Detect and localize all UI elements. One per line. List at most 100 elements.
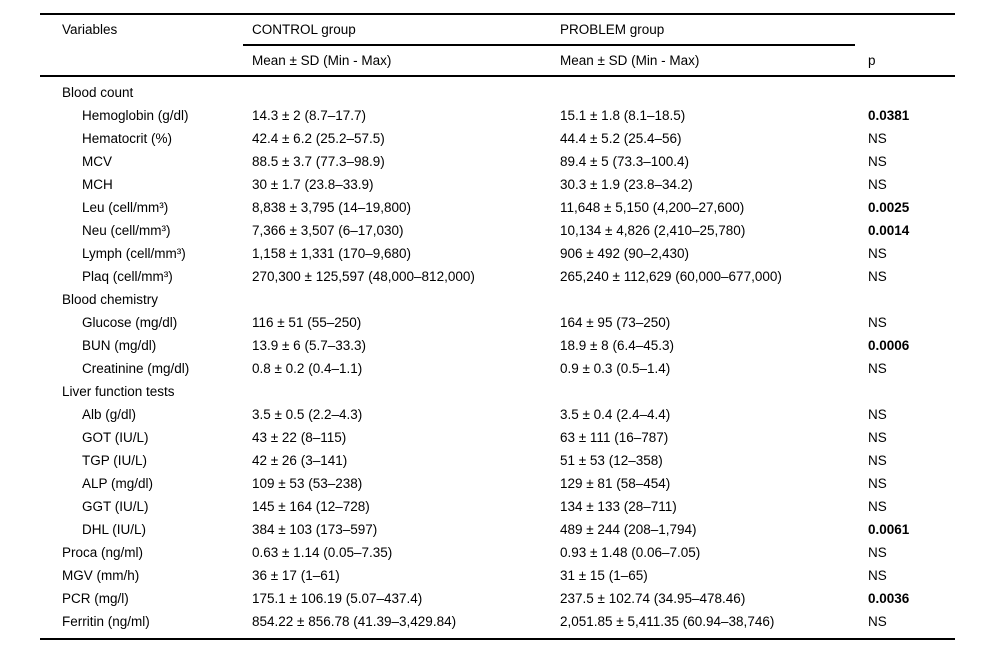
variable-label: GOT (IU/L) — [82, 430, 149, 445]
variable-label: Ferritin (ng/ml) — [62, 614, 150, 629]
column-header-problem-group: PROBLEM group — [560, 22, 665, 37]
table-row: MCV 88.5 ± 3.7 (77.3–98.9) 89.4 ± 5 (73.… — [40, 150, 955, 173]
variable-label: Hematocrit (%) — [82, 131, 173, 146]
p-value: NS — [868, 499, 887, 514]
table-row: ALP (mg/dl) 109 ± 53 (53–238) 129 ± 81 (… — [40, 472, 955, 495]
variable-label: Alb (g/dl) — [82, 407, 137, 422]
variable-label: MGV (mm/h) — [62, 568, 140, 583]
problem-group-value: 63 ± 111 (16–787) — [560, 430, 669, 445]
control-group-value: 14.3 ± 2 (8.7–17.7) — [252, 108, 366, 123]
problem-group-value: 31 ± 15 (1–65) — [560, 568, 648, 583]
p-value: NS — [868, 568, 887, 583]
control-group-value: 0.63 ± 1.14 (0.05–7.35) — [252, 545, 393, 560]
table-row: TGP (IU/L) 42 ± 26 (3–141) 51 ± 53 (12–3… — [40, 449, 955, 472]
problem-group-value: 237.5 ± 102.74 (34.95–478.46) — [560, 591, 746, 606]
p-value: NS — [868, 476, 887, 491]
p-value: NS — [868, 154, 887, 169]
table-row: Liver function tests — [40, 380, 955, 403]
column-header-p: p — [868, 53, 876, 68]
control-group-value: 145 ± 164 (12–728) — [252, 499, 370, 514]
variable-label: ALP (mg/dl) — [82, 476, 154, 491]
problem-group-value: 0.9 ± 0.3 (0.5–1.4) — [560, 361, 671, 376]
subheader-control-mean-sd: Mean ± SD (Min - Max) — [252, 53, 392, 68]
header-divider-rule — [40, 75, 955, 77]
control-group-value: 7,366 ± 3,507 (6–17,030) — [252, 223, 404, 238]
problem-group-value: 10,134 ± 4,826 (2,410–25,780) — [560, 223, 746, 238]
variable-label: MCV — [82, 154, 112, 169]
control-group-value: 8,838 ± 3,795 (14–19,800) — [252, 200, 412, 215]
problem-group-value: 134 ± 133 (28–711) — [560, 499, 677, 514]
control-group-value: 42 ± 26 (3–141) — [252, 453, 348, 468]
control-group-value: 42.4 ± 6.2 (25.2–57.5) — [252, 131, 385, 146]
table-row: Neu (cell/mm³) 7,366 ± 3,507 (6–17,030) … — [40, 219, 955, 242]
control-group-value: 109 ± 53 (53–238) — [252, 476, 363, 491]
p-value: NS — [868, 614, 887, 629]
p-value: NS — [868, 131, 887, 146]
table-row: BUN (mg/dl) 13.9 ± 6 (5.7–33.3) 18.9 ± 8… — [40, 334, 955, 357]
table-row: GOT (IU/L) 43 ± 22 (8–115) 63 ± 111 (16–… — [40, 426, 955, 449]
control-group-value: 13.9 ± 6 (5.7–33.3) — [252, 338, 366, 353]
problem-group-value: 18.9 ± 8 (6.4–45.3) — [560, 338, 674, 353]
p-value: 0.0061 — [868, 522, 910, 537]
variable-label: Plaq (cell/mm³) — [82, 269, 173, 284]
table-row: Leu (cell/mm³) 8,838 ± 3,795 (14–19,800)… — [40, 196, 955, 219]
variable-label: DHL (IU/L) — [82, 522, 147, 537]
p-value: NS — [868, 315, 887, 330]
p-value: 0.0036 — [868, 591, 910, 606]
group-span-rule-track — [40, 44, 955, 46]
top-rule — [40, 13, 955, 15]
control-group-value: 88.5 ± 3.7 (77.3–98.9) — [252, 154, 385, 169]
problem-group-value: 265,240 ± 112,629 (60,000–677,000) — [560, 269, 782, 284]
problem-group-value: 44.4 ± 5.2 (25.4–56) — [560, 131, 682, 146]
p-value: NS — [868, 269, 887, 284]
group-span-rule — [243, 44, 855, 46]
p-value: 0.0381 — [868, 108, 910, 123]
variable-label: Blood chemistry — [62, 292, 159, 307]
variable-label: Blood count — [62, 85, 134, 100]
results-table: Variables CONTROL group PROBLEM group Me… — [40, 13, 955, 640]
problem-group-value: 15.1 ± 1.8 (8.1–18.5) — [560, 108, 686, 123]
column-header-control-group: CONTROL group — [252, 22, 356, 37]
table-row: Lymph (cell/mm³) 1,158 ± 1,331 (170–9,68… — [40, 242, 955, 265]
table-row: Hematocrit (%) 42.4 ± 6.2 (25.2–57.5) 44… — [40, 127, 955, 150]
control-group-value: 175.1 ± 106.19 (5.07–437.4) — [252, 591, 423, 606]
table-row: Plaq (cell/mm³) 270,300 ± 125,597 (48,00… — [40, 265, 955, 288]
table-row: Creatinine (mg/dl) 0.8 ± 0.2 (0.4–1.1) 0… — [40, 357, 955, 380]
variable-label: Lymph (cell/mm³) — [82, 246, 186, 261]
table-row: GGT (IU/L) 145 ± 164 (12–728) 134 ± 133 … — [40, 495, 955, 518]
variable-label: MCH — [82, 177, 113, 192]
control-group-value: 854.22 ± 856.78 (41.39–3,429.84) — [252, 614, 457, 629]
control-group-value: 36 ± 17 (1–61) — [252, 568, 340, 583]
table-row: DHL (IU/L) 384 ± 103 (173–597) 489 ± 244… — [40, 518, 955, 541]
variable-label: Leu (cell/mm³) — [82, 200, 169, 215]
subheader-problem-mean-sd: Mean ± SD (Min - Max) — [560, 53, 700, 68]
table-row: Blood chemistry — [40, 288, 955, 311]
table-row: Ferritin (ng/ml) 854.22 ± 856.78 (41.39–… — [40, 610, 955, 633]
header-row-subheaders: Mean ± SD (Min - Max) Mean ± SD (Min - M… — [40, 46, 955, 75]
bottom-rule — [40, 638, 955, 640]
problem-group-value: 164 ± 95 (73–250) — [560, 315, 671, 330]
p-value: 0.0014 — [868, 223, 910, 238]
variable-label: Hemoglobin (g/dl) — [82, 108, 189, 123]
table-row: MGV (mm/h) 36 ± 17 (1–61) 31 ± 15 (1–65)… — [40, 564, 955, 587]
problem-group-value: 0.93 ± 1.48 (0.06–7.05) — [560, 545, 701, 560]
variable-label: BUN (mg/dl) — [82, 338, 157, 353]
problem-group-value: 89.4 ± 5 (73.3–100.4) — [560, 154, 690, 169]
table-row: Proca (ng/ml) 0.63 ± 1.14 (0.05–7.35) 0.… — [40, 541, 955, 564]
header-row-groups: Variables CONTROL group PROBLEM group — [40, 15, 955, 44]
problem-group-value: 3.5 ± 0.4 (2.4–4.4) — [560, 407, 671, 422]
variable-label: Creatinine (mg/dl) — [82, 361, 190, 376]
p-value: NS — [868, 453, 887, 468]
variable-label: PCR (mg/l) — [62, 591, 129, 606]
variable-label: Glucose (mg/dl) — [82, 315, 178, 330]
p-value: NS — [868, 407, 887, 422]
control-group-value: 1,158 ± 1,331 (170–9,680) — [252, 246, 412, 261]
control-group-value: 384 ± 103 (173–597) — [252, 522, 378, 537]
variable-label: GGT (IU/L) — [82, 499, 149, 514]
p-value: NS — [868, 545, 887, 560]
table-row: MCH 30 ± 1.7 (23.8–33.9) 30.3 ± 1.9 (23.… — [40, 173, 955, 196]
control-group-value: 3.5 ± 0.5 (2.2–4.3) — [252, 407, 363, 422]
p-value: NS — [868, 177, 887, 192]
table-row: Hemoglobin (g/dl) 14.3 ± 2 (8.7–17.7) 15… — [40, 104, 955, 127]
table-row: Blood count — [40, 81, 955, 104]
